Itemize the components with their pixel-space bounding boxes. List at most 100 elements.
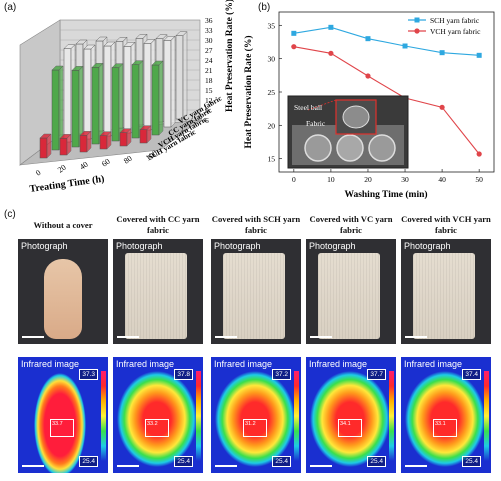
bar (59, 133, 72, 156)
infrared-tile: Infrared image 37.4 25.4 33.1 (401, 357, 491, 473)
infrared-label: Infrared image (214, 359, 273, 369)
color-scale-bar (389, 371, 394, 461)
bar (151, 60, 164, 136)
infrared-label: Infrared image (116, 359, 175, 369)
measurement-box: 33.2 (145, 419, 169, 437)
y-tick-label: 9 (205, 106, 209, 115)
scale-bar (22, 465, 44, 467)
max-temperature: 37.4 (462, 369, 481, 380)
photograph-tile: Photograph (211, 239, 301, 344)
measurement-box: 33.7 (50, 419, 74, 437)
max-temperature: 37.2 (272, 369, 291, 380)
inset-steel-ball: Steel ball (294, 103, 322, 112)
bar (175, 31, 188, 120)
x-tick-label: 40 (78, 160, 90, 172)
hand-image (44, 259, 82, 339)
measurement-box: 34.1 (338, 419, 362, 437)
data-point (291, 30, 297, 36)
photograph-tile: Photograph (18, 239, 108, 344)
photograph-label: Photograph (309, 241, 356, 251)
bar (131, 60, 144, 139)
scale-bar (310, 465, 332, 467)
x-tick-label: 60 (100, 157, 112, 169)
data-point (365, 36, 371, 42)
x-tick-label: 30 (401, 175, 409, 184)
y-tick-label: 20 (268, 121, 276, 130)
infrared-tile: Infrared image 37.2 25.4 31.2 (211, 357, 301, 473)
x-tick-label: 20 (56, 163, 68, 175)
thermal-map (211, 357, 301, 473)
column-title: Without a cover (33, 220, 93, 230)
scale-bar (117, 465, 139, 467)
x-axis-label: Washing Time (min) (344, 189, 427, 200)
x-tick-label: 0 (34, 168, 42, 178)
color-scale-bar (484, 371, 489, 461)
center-temperature: 33.7 (52, 421, 63, 427)
color-scale-bar (101, 371, 106, 461)
y-tick-label: 6 (205, 116, 209, 125)
measurement-box: 31.2 (243, 419, 267, 437)
legend: SCH yarn fabric VCH yarn fabric (408, 16, 481, 36)
x-tick-label: 20 (364, 175, 372, 184)
column-title: Covered with VC yarn fabric (309, 214, 393, 235)
thermal-map (18, 357, 108, 473)
y-tick-label: 18 (205, 76, 213, 85)
panel-b-label: (b) (258, 2, 271, 13)
center-temperature: 31.2 (245, 421, 256, 427)
legend-marker-sch (414, 17, 420, 23)
scale-bar (215, 336, 237, 338)
y-tick-label: 15 (205, 86, 213, 95)
color-scale-bar (294, 371, 299, 461)
min-temperature: 25.4 (462, 456, 481, 467)
x-tick-label: 40 (438, 175, 446, 184)
infrared-tile: Infrared image 37.3 25.4 33.7 (18, 357, 108, 473)
column-title: Covered with SCH yarn fabric (211, 214, 301, 235)
legend-sch: SCH yarn fabric (430, 16, 480, 25)
max-temperature: 37.7 (367, 369, 386, 380)
y-tick-label: 30 (268, 55, 276, 64)
y-tick-label: 12 (205, 96, 213, 105)
scale-bar (22, 336, 44, 338)
data-point (476, 151, 482, 157)
y-tick-label: 24 (205, 56, 213, 65)
data-point (476, 52, 482, 58)
data-point (439, 50, 445, 56)
panel-b-line-chart: 15 20 25 30 35 0 10 20 30 40 50 SCH yarn fabric V… (243, 11, 495, 200)
x-tick-label: 0 (292, 175, 296, 184)
bar (111, 63, 124, 142)
fabric-image (125, 253, 187, 339)
center-temperature: 33.2 (147, 421, 158, 427)
measurement-box: 33.1 (433, 419, 457, 437)
color-scale-bar (196, 371, 201, 461)
y-tick-label: 15 (268, 155, 276, 164)
fabric-image (223, 253, 285, 339)
legend-vch: VCH yarn fabric (430, 27, 481, 36)
y-tick-label: 27 (205, 46, 213, 55)
series-line (293, 26, 480, 56)
infrared-label: Infrared image (21, 359, 80, 369)
fabric-image (318, 253, 380, 339)
bar (71, 65, 84, 148)
bar (99, 131, 112, 150)
max-temperature: 37.3 (79, 369, 98, 380)
min-temperature: 25.4 (79, 456, 98, 467)
scale-bar (310, 336, 332, 338)
bar (163, 35, 176, 128)
max-temperature: 37.8 (174, 369, 193, 380)
bar (79, 130, 92, 153)
photograph-tile: Photograph (306, 239, 396, 344)
min-temperature: 25.4 (367, 456, 386, 467)
center-temperature: 33.1 (435, 421, 446, 427)
fabric-image (413, 253, 475, 339)
panel-c-label: (c) (4, 209, 16, 220)
photograph-label: Photograph (116, 241, 163, 251)
column-title: Covered with CC yarn fabric (116, 214, 200, 235)
infrared-label: Infrared image (309, 359, 368, 369)
data-point (328, 50, 334, 56)
scale-bar (215, 465, 237, 467)
y-axis-label: Heat Preservation Rate (%) (243, 36, 254, 149)
min-temperature: 25.4 (272, 456, 291, 467)
center-temperature: 34.1 (340, 421, 351, 427)
series-line (293, 46, 480, 155)
